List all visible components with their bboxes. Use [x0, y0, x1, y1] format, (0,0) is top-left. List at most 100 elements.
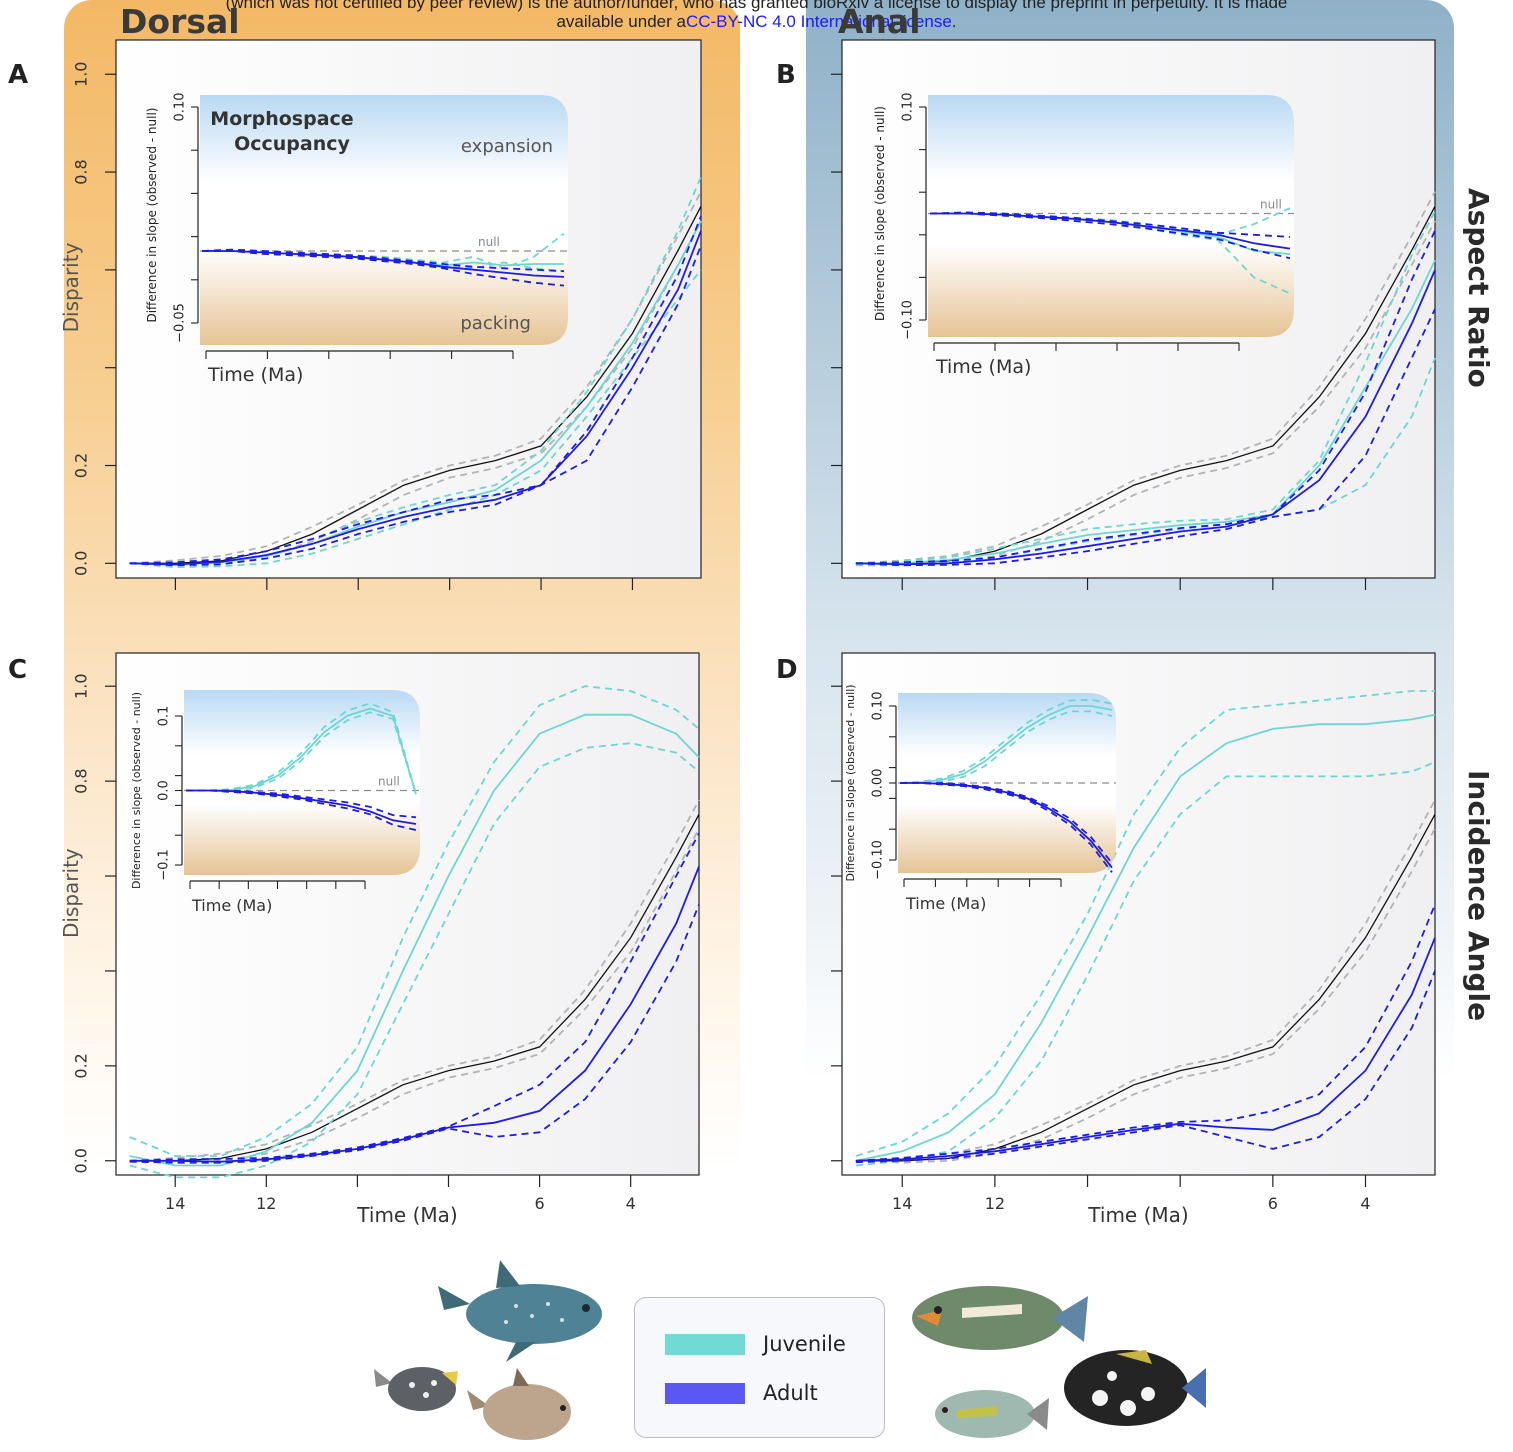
series-line-null_ci — [855, 191, 1436, 565]
series-line-adult — [129, 832, 700, 1162]
legend-swatch-juvenile — [665, 1333, 745, 1355]
series-line-null — [129, 813, 700, 1162]
inset-y-tick-label: 0.10 — [901, 93, 916, 122]
series-line-adult — [129, 215, 702, 565]
inset-y-tick-label: −0.05 — [173, 303, 188, 343]
fish-illustration-2 — [374, 1367, 458, 1411]
inset-series-line-juvenile — [900, 710, 1113, 784]
fish-illustration-3 — [467, 1368, 571, 1440]
license-line-1: (which was not certified by peer review)… — [225, 0, 1288, 12]
series-line-juvenile — [855, 210, 1436, 565]
inset-y-axis-label: Difference in slope (observed - null) — [844, 684, 857, 881]
series-line-null_ci — [129, 191, 702, 565]
series-line-juvenile — [129, 685, 700, 1157]
legend: Juvenile Adult — [634, 1297, 885, 1438]
column-title-anal: Anal — [838, 2, 921, 41]
inset-y-tick-label: −0.1 — [157, 849, 172, 881]
inset-series-line-adult — [201, 248, 565, 273]
y-tick-label: 0.0 — [72, 1148, 91, 1173]
series-line-juvenile — [855, 357, 1436, 567]
panel-label-a: A — [8, 60, 29, 90]
inset-series-line-adult — [186, 789, 417, 831]
inset-packing-label: packing — [460, 313, 531, 334]
inset-y-tick-label: 0.1 — [157, 706, 172, 727]
series-line-null — [129, 205, 702, 564]
inset-y-axis-label: Difference in slope (observed - null) — [873, 106, 887, 321]
inset-x-axis-label: Time (Ma) — [935, 356, 1031, 378]
legend-label-adult: Adult — [763, 1381, 818, 1405]
series-line-null_ci — [855, 828, 1436, 1164]
y-tick-label: 0.8 — [72, 768, 91, 793]
inset-null-label: null — [478, 235, 500, 249]
series-line-adult — [129, 904, 700, 1164]
inset-y-tick-label: 0.10 — [871, 692, 886, 721]
inset-y-tick-label: −0.10 — [901, 300, 916, 340]
y-axis-label: Disparity — [59, 242, 83, 332]
series-line-juvenile — [129, 742, 700, 1179]
inset-series-line-adult — [202, 250, 565, 278]
legend-item-adult: Adult — [665, 1381, 818, 1405]
x-tick-label: 6 — [534, 1194, 544, 1213]
inset-c: 0.1 0.0 −0.1 Time (Ma) Difference in slope (… — [130, 690, 420, 915]
series-line-adult — [855, 904, 1436, 1162]
inset-background — [200, 95, 568, 345]
y-tick-label: 0.8 — [72, 159, 91, 184]
series-line-juvenile — [855, 259, 1436, 565]
inset-y-axis-label: Difference in slope (observed - null) — [145, 107, 159, 322]
inset-y-tick-label: −0.10 — [871, 840, 886, 880]
inset-series-line-adult — [900, 782, 1113, 869]
inset-series-line-adult — [900, 782, 1113, 864]
x-tick-label: 14 — [165, 1194, 185, 1213]
series-line-adult — [855, 269, 1436, 566]
x-tick-label: 6 — [1268, 1194, 1278, 1213]
series-line-adult — [855, 970, 1436, 1164]
inset-x-axis-label: Time (Ma) — [207, 364, 303, 386]
inset-y-tick-label: 0.0 — [157, 780, 172, 801]
series-line-adult — [855, 937, 1436, 1162]
inset-background — [928, 95, 1294, 337]
x-tick-label: 14 — [892, 1194, 912, 1213]
panel-label-c: C — [8, 655, 28, 685]
figure-panels: 0.0 0.2 0.8 1.0 Disparity 0.10 −0.05 Time (Ma) D… — [59, 39, 1436, 1227]
license-suffix: . — [951, 12, 957, 31]
y-axis-label: Disparity — [59, 848, 83, 938]
inset-a: 0.10 −0.05 Time (Ma) Difference in slope (o… — [145, 93, 568, 386]
license-line-2: available under aCC-BY-NC 4.0 Internatio… — [0, 12, 1513, 31]
inset-null-label: null — [1260, 198, 1282, 212]
license-link[interactable]: CC-BY-NC 4.0 International license — [685, 12, 952, 31]
inset-series-line-adult — [929, 211, 1291, 238]
inset-y-axis-label: Difference in slope (observed - null) — [130, 692, 143, 889]
x-tick-label: 4 — [1360, 1194, 1370, 1213]
inset-y-tick-label: 0.10 — [173, 93, 188, 122]
y-tick-label: 0.0 — [72, 551, 91, 576]
y-tick-label: 0.2 — [72, 453, 91, 478]
series-line-adult — [129, 230, 702, 566]
x-axis-label: Time (Ma) — [356, 1203, 457, 1227]
inset-y-tick-label: 0.00 — [871, 769, 886, 798]
inset-x-axis-label: Time (Ma) — [191, 896, 272, 915]
inset-series-line-juvenile — [899, 705, 1113, 784]
inset-title-line: Occupancy — [234, 133, 350, 155]
x-tick-label: 4 — [626, 1194, 636, 1213]
panel-label-b: B — [776, 60, 796, 90]
inset-title-line: Morphospace — [210, 108, 353, 130]
y-tick-label: 1.0 — [72, 673, 91, 698]
series-line-adult — [855, 230, 1436, 565]
inset-x-axis-label: Time (Ma) — [905, 894, 986, 913]
inset-b: 0.10 −0.10 Time (Ma) Difference in slope (o… — [873, 93, 1294, 378]
column-title-dorsal: Dorsal — [120, 2, 240, 41]
inset-series-line-adult — [186, 789, 417, 819]
legend-item-juvenile: Juvenile — [665, 1332, 846, 1356]
legend-label-juvenile: Juvenile — [763, 1332, 846, 1356]
y-tick-label: 0.2 — [72, 1053, 91, 1078]
inset-series-line-adult — [202, 250, 565, 287]
inset-background — [184, 690, 420, 875]
inset-null-label: null — [378, 775, 400, 789]
series-line-null_ci — [129, 799, 700, 1162]
panel-label-d: D — [776, 655, 798, 685]
x-tick-label: 12 — [256, 1194, 276, 1213]
legend-swatch-adult — [665, 1382, 745, 1404]
inset-expansion-label: expansion — [461, 136, 553, 157]
series-line-adult — [129, 245, 702, 567]
x-axis-label: Time (Ma) — [1087, 1203, 1188, 1227]
